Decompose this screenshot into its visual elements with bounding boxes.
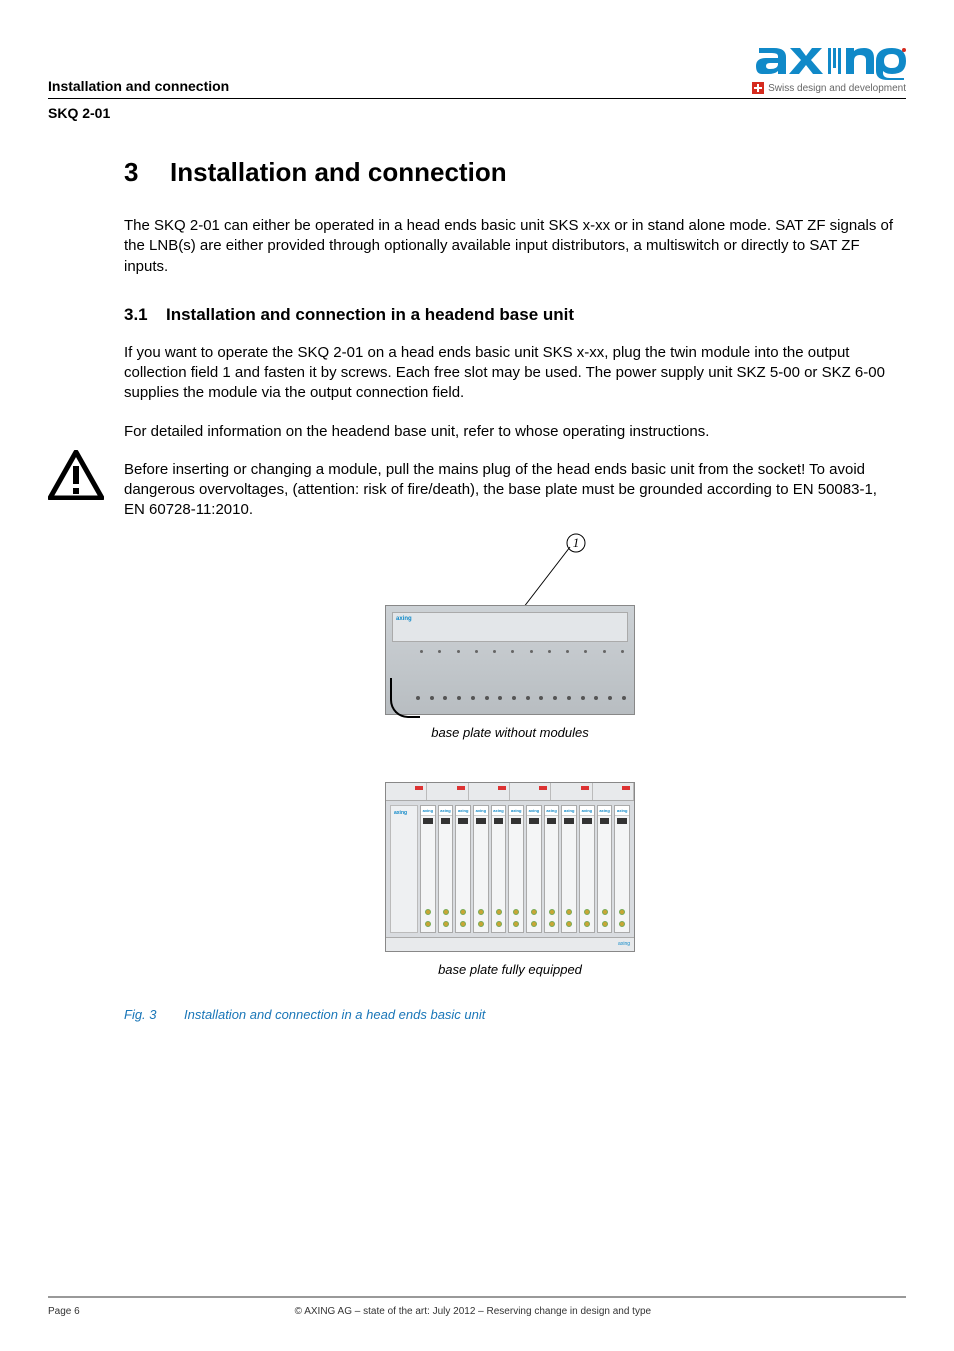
chapter-heading: 3Installation and connection [124,157,896,188]
logo-block: Swiss design and development [752,48,906,94]
section-p1: If you want to operate the SKQ 2-01 on a… [124,343,896,404]
chapter-number: 3 [124,157,170,188]
figure-ref-title: Installation and connection in a head en… [184,1007,485,1022]
footer-page-number: Page 6 [48,1306,80,1317]
baseplate-empty-diagram: axing [385,605,635,715]
page: Installation and connection Swiss design… [0,0,954,1351]
page-footer: Page 6 © AXING AG – state of the art: Ju… [48,1296,906,1317]
baseplate-full-diagram: axing axing axing axing axing axing axin… [385,782,635,952]
logo-tagline: Swiss design and development [768,83,906,94]
header-rule [48,98,906,99]
footer-rule [48,1296,906,1298]
warning-block: For detailed information on the headend … [124,422,896,521]
product-code: SKQ 2-01 [48,105,906,121]
section-warning: Before inserting or changing a module, p… [124,460,896,521]
footer-copyright: © AXING AG – state of the art: July 2012… [295,1306,651,1317]
header-section-title: Installation and connection [48,78,229,94]
axing-logo-icon [756,48,906,80]
diagram-brand-2: axing [394,810,407,816]
figure-ref-number: Fig. 3 [124,1007,184,1022]
callout-number: 1 [573,535,580,550]
content-area: 3Installation and connection The SKQ 2-0… [48,157,906,1022]
section-heading: 3.1Installation and connection in a head… [124,305,896,325]
figure-area: 1 axing base plate without modules [124,545,896,1022]
diagram-brand-1: axing [396,616,412,622]
section-title-text: Installation and connection in a headend… [166,305,574,324]
chapter-title-text: Installation and connection [170,157,507,187]
page-header: Installation and connection Swiss design… [48,48,906,94]
figure-reference: Fig. 3Installation and connection in a h… [124,1007,896,1022]
warning-triangle-icon [48,450,104,500]
section-number: 3.1 [124,305,166,325]
section-p2: For detailed information on the headend … [124,422,896,442]
swiss-flag-icon [752,82,764,94]
chapter-intro: The SKQ 2-01 can either be operated in a… [124,216,896,277]
figure-caption-1: base plate without modules [385,725,635,740]
figure-caption-2: base plate fully equipped [124,962,896,977]
